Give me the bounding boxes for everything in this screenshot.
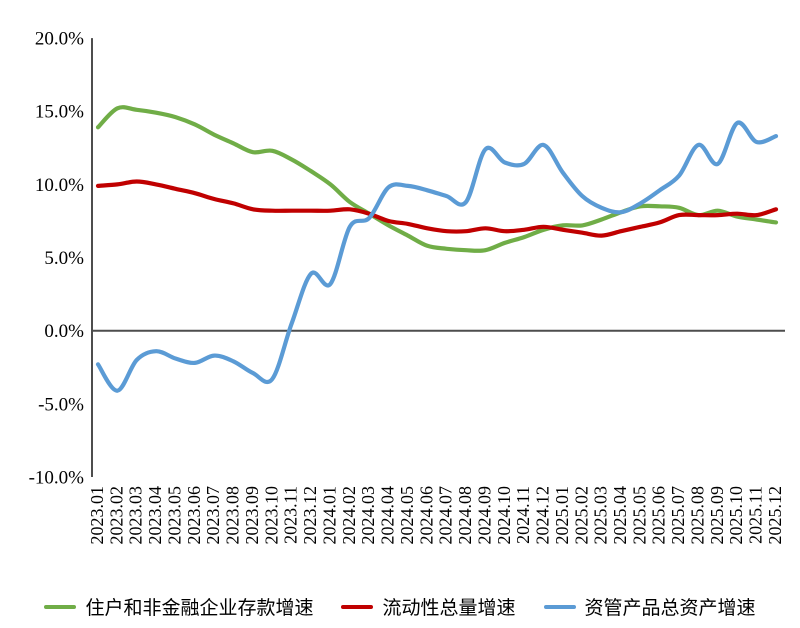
x-tick-label: 2023.06 xyxy=(184,486,204,545)
y-tick-label: 15.0% xyxy=(35,102,84,123)
legend-line-swatch xyxy=(44,604,77,609)
x-tick-label: 2023.11 xyxy=(281,486,301,544)
x-tick-label: 2024.08 xyxy=(455,486,475,545)
series-line-1 xyxy=(95,179,779,238)
x-tick-label: 2024.07 xyxy=(436,486,456,545)
x-tick-label: 2025.11 xyxy=(746,486,766,544)
x-tick-label: 2024.10 xyxy=(494,486,514,545)
x-tick-label: 2025.09 xyxy=(707,486,727,545)
x-tick-label: 2023.07 xyxy=(203,486,223,545)
x-tick-label: 2025.08 xyxy=(688,486,708,545)
x-tick-label: 2024.06 xyxy=(416,486,436,545)
x-tick-label: 2024.04 xyxy=(378,486,398,545)
y-tick-label: -5.0% xyxy=(38,394,84,415)
legend-line-swatch xyxy=(341,604,374,609)
line-chart: 20.0%15.0%10.0%5.0%0.0%-5.0%-10.0%2023.0… xyxy=(29,29,785,545)
chart-legend: 住户和非金融企业存款增速 流动性总量增速 资管产品总资产增速 xyxy=(0,593,800,620)
y-tick-label: 20.0% xyxy=(35,29,84,50)
legend-label: 流动性总量增速 xyxy=(382,598,516,619)
x-tick-label: 2025.07 xyxy=(668,486,688,545)
x-tick-label: 2025.06 xyxy=(649,486,669,545)
y-tick-label: 0.0% xyxy=(44,321,84,342)
x-tick-label: 2023.05 xyxy=(165,486,185,545)
legend-line-swatch xyxy=(543,604,576,609)
x-tick-label: 2025.12 xyxy=(765,486,785,545)
y-tick-label: -10.0% xyxy=(29,468,85,489)
x-tick-label: 2023.01 xyxy=(87,486,107,545)
x-tick-label: 2024.02 xyxy=(339,486,359,545)
x-tick-label: 2024.12 xyxy=(533,486,553,545)
x-tick-label: 2023.09 xyxy=(242,486,262,545)
x-tick-label: 2023.10 xyxy=(261,486,281,545)
x-tick-label: 2023.02 xyxy=(106,486,126,545)
x-tick-label: 2023.03 xyxy=(126,486,146,545)
x-tick-label: 2025.05 xyxy=(629,486,649,545)
x-tick-label: 2025.04 xyxy=(610,486,630,545)
x-tick-label: 2025.03 xyxy=(591,486,611,545)
x-tick-label: 2024.01 xyxy=(319,486,339,545)
legend-item-2: 资管产品总资产增速 xyxy=(543,593,756,620)
x-tick-label: 2024.09 xyxy=(474,486,494,544)
series-line-0 xyxy=(95,105,779,253)
x-tick-label: 2024.03 xyxy=(358,486,378,545)
x-tick-label: 2023.04 xyxy=(145,486,165,545)
legend-label: 住户和非金融企业存款增速 xyxy=(85,598,314,619)
x-tick-label: 2023.12 xyxy=(300,486,320,545)
x-tick-label: 2023.08 xyxy=(223,486,243,545)
x-tick-label: 2025.10 xyxy=(726,486,746,545)
x-tick-label: 2025.02 xyxy=(571,486,591,545)
legend-label: 资管产品总资产增速 xyxy=(584,598,756,619)
legend-item-0: 住户和非金融企业存款增速 xyxy=(44,593,313,620)
legend-item-1: 流动性总量增速 xyxy=(341,593,516,620)
y-tick-label: 5.0% xyxy=(44,248,84,269)
x-tick-label: 2024.05 xyxy=(397,486,417,545)
x-tick-label: 2025.01 xyxy=(552,486,572,545)
series-line-2 xyxy=(95,120,779,393)
y-tick-label: 10.0% xyxy=(35,175,84,196)
x-tick-label: 2024.11 xyxy=(513,486,533,544)
